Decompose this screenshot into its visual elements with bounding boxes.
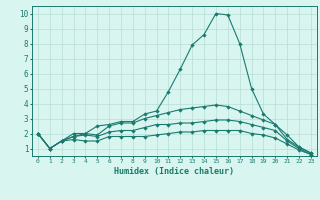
X-axis label: Humidex (Indice chaleur): Humidex (Indice chaleur) [115,167,234,176]
